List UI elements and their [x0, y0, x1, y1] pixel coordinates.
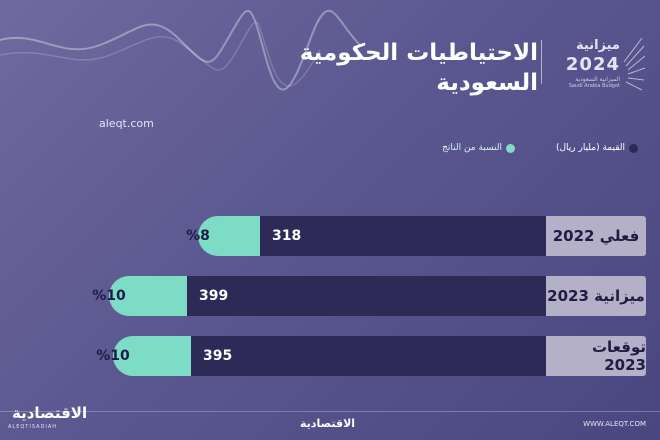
- page-title: الاحتياطيات الحكومية السعودية: [300, 38, 538, 98]
- legend-value: القيمة (مليار ريال): [556, 143, 638, 153]
- pct-label: %10: [96, 348, 130, 364]
- category-label: ميزانية 2023: [546, 276, 646, 316]
- logo-number: 2024: [565, 54, 620, 75]
- brand-logo-sub: ALEQTISADIAH: [8, 424, 58, 430]
- footer-brand: الاقتصادية: [300, 417, 356, 430]
- legend-pct-label: النسبة من الناتج: [442, 143, 502, 153]
- legend-pct-swatch: [506, 143, 515, 153]
- value-label: 318: [272, 228, 302, 244]
- title-line-2: السعودية: [436, 70, 538, 96]
- chart-row: 399 %10 ميزانية 2023: [0, 276, 660, 316]
- budget-logo: ميزانية 2024 الميزانية السعودية Saudi Ar…: [548, 30, 646, 94]
- value-bar: [260, 216, 546, 256]
- title-line-1: الاحتياطيات الحكومية: [299, 40, 538, 66]
- brand-logo-large: الاقتصادية: [12, 404, 88, 422]
- value-bar: [191, 336, 546, 376]
- value-label: 395: [203, 348, 233, 364]
- header-wave-decoration: [0, 9, 361, 91]
- category-label: توقعات 2023: [546, 336, 646, 376]
- legend-pct: النسبة من الناتج: [442, 143, 515, 153]
- value-label: 399: [199, 288, 229, 304]
- logo-emblem-icon: [623, 37, 646, 91]
- logo-text: ميزانية: [576, 38, 620, 53]
- chart-row: 395 %10 توقعات 2023: [0, 336, 660, 376]
- pct-label: %8: [186, 228, 210, 244]
- legend-value-swatch: [629, 143, 638, 153]
- value-bar: [187, 276, 546, 316]
- pct-label: %10: [92, 288, 126, 304]
- chart-row: 318 %8 فعلي 2022: [0, 216, 660, 256]
- footer-site[interactable]: WWW.ALEQT.COM: [583, 420, 646, 428]
- logo-subtitle-en: Saudi Arabia Budget: [568, 83, 620, 89]
- legend-value-label: القيمة (مليار ريال): [555, 143, 625, 153]
- source-site[interactable]: aleqt.com: [99, 117, 154, 130]
- category-label: فعلي 2022: [546, 216, 646, 256]
- logo-subtitle: الميزانية السعودية: [575, 76, 620, 83]
- footer: الاقتصادية WWW.ALEQT.COM: [0, 411, 660, 440]
- logo-divider: [541, 40, 542, 84]
